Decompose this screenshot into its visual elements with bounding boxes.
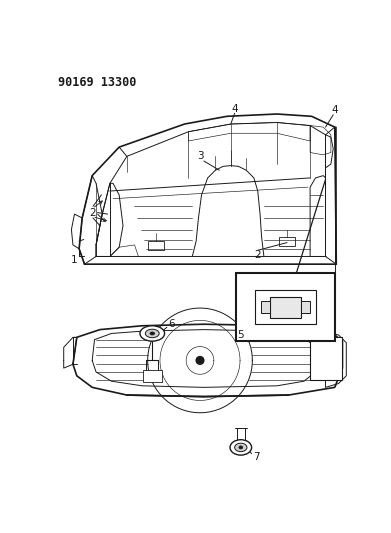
Ellipse shape — [230, 440, 251, 455]
Text: 2: 2 — [255, 250, 261, 260]
Ellipse shape — [235, 443, 247, 451]
Bar — [310, 337, 343, 379]
Bar — [261, 301, 270, 313]
Bar — [279, 237, 295, 246]
Bar — [236, 273, 335, 341]
Text: 90169 13300: 90169 13300 — [57, 76, 136, 90]
Text: 2: 2 — [89, 207, 95, 217]
Circle shape — [196, 357, 204, 364]
Ellipse shape — [150, 332, 154, 335]
Bar — [255, 290, 316, 324]
Bar — [301, 301, 310, 313]
Ellipse shape — [239, 446, 243, 449]
Text: 4: 4 — [231, 103, 238, 114]
Text: 1: 1 — [71, 255, 78, 265]
Bar — [270, 296, 301, 318]
Text: 4: 4 — [332, 105, 338, 115]
Ellipse shape — [145, 329, 159, 338]
Text: 7: 7 — [253, 451, 260, 462]
Bar — [143, 370, 161, 382]
Bar — [149, 241, 164, 251]
Text: 3: 3 — [197, 151, 203, 161]
Text: 6: 6 — [168, 319, 175, 329]
Text: 5: 5 — [237, 330, 244, 340]
Ellipse shape — [140, 326, 165, 341]
